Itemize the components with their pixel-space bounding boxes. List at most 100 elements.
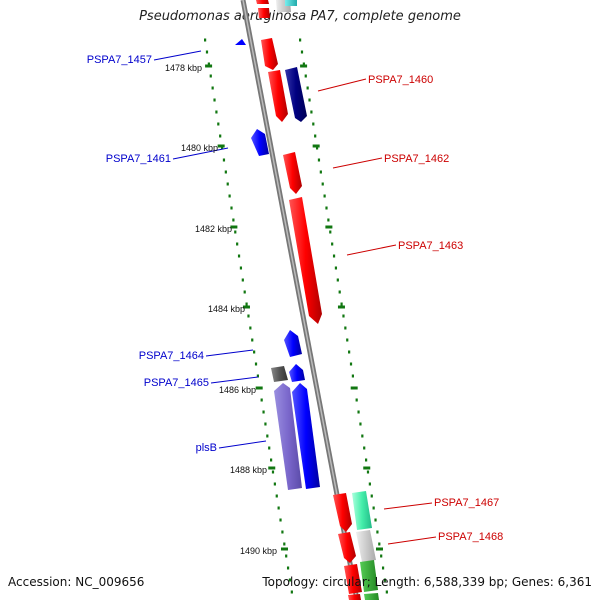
gene-label-PSPA7_1465[interactable]: PSPA7_1465 [144,377,209,389]
minor-tick [205,50,209,54]
minor-tick [348,350,351,354]
minor-tick [268,446,271,450]
gene-arrow[interactable] [285,0,297,6]
gene-arrow[interactable] [364,593,379,600]
minor-tick [260,398,263,402]
minor-tick [344,326,347,330]
major-tick [337,305,345,309]
gene-arrow-PSPA7_1460[interactable] [285,67,307,122]
label-leaders [153,50,437,545]
gene-arrow[interactable] [292,383,320,489]
minor-tick [372,506,375,510]
major-tick [255,386,263,390]
minor-tick [310,110,313,114]
kbp-label: 1484 kbp [208,304,245,314]
gene-arrow[interactable] [261,38,278,70]
minor-tick [334,266,338,270]
page-title: Pseudomonas aeruginosa PA7, complete gen… [139,9,461,24]
minor-tick [376,530,379,534]
minor-tick [359,422,362,426]
gene-arrow-PSPA7_1465[interactable] [271,366,288,382]
minor-tick [275,494,278,498]
minor-tick [366,470,370,474]
minor-tick [361,434,364,438]
minor-tick [215,110,218,114]
gene-arrow[interactable] [289,364,305,382]
minor-tick [281,530,284,534]
gene-label-PSPA7_1467[interactable]: PSPA7_1467 [434,497,499,509]
gene-arrow-PSPA7_1467[interactable] [333,493,352,532]
minor-tick [262,410,265,414]
major-tick [242,305,250,309]
minor-tick [283,542,286,546]
gene-label-PSPA7_1464[interactable]: PSPA7_1464 [139,350,204,362]
gene-label-plsB[interactable]: plsB [196,442,217,454]
minor-tick [247,314,250,318]
minor-tick [355,398,358,402]
gene-arrow-plsB[interactable] [274,383,302,490]
tick-marks [204,38,388,594]
kbp-label: 1478 kbp [165,63,202,73]
minor-tick [340,302,343,306]
gene-arrow[interactable] [360,560,378,592]
gene-label-PSPA7_1460[interactable]: PSPA7_1460 [368,74,433,86]
minor-tick [226,182,229,186]
gene-arrow[interactable] [352,491,372,530]
kbp-label: 1488 kbp [230,465,267,475]
gene-arrow-PSPA7_1457[interactable] [235,39,246,45]
minor-tick [271,470,275,474]
minor-tick [230,206,233,210]
gene-arrow-PSPA7_1461[interactable] [251,129,269,156]
minor-tick [321,182,324,186]
minor-tick [209,74,212,78]
kbp-label: 1486 kbp [219,385,256,395]
minor-tick [304,74,307,78]
gene-arrow[interactable] [356,530,376,562]
minor-tick [319,170,322,174]
minor-tick [312,122,315,126]
kbp-label: 1480 kbp [181,143,218,153]
gene-labels: PSPA7_1457 PSPA7_1460 PSPA7_1461 PSPA7_1… [87,54,504,543]
minor-tick [290,590,293,594]
gene-label-PSPA7_1463[interactable]: PSPA7_1463 [398,240,463,252]
gene-arrow-PSPA7_1464[interactable] [284,330,302,357]
major-tick [230,225,238,229]
minor-tick [357,410,360,414]
gene-arrow-PSPA7_1463[interactable] [289,197,322,324]
minor-tick [228,194,231,198]
minor-tick [241,278,244,282]
gene-arrow[interactable] [258,8,270,18]
minor-tick [211,86,214,90]
minor-tick [204,38,207,42]
minor-tick [270,458,273,462]
minor-tick [332,254,336,258]
minor-tick [273,482,276,486]
gene-label-PSPA7_1457[interactable]: PSPA7_1457 [87,54,152,66]
major-tick [300,64,308,68]
minor-tick [317,158,321,162]
minor-tick [383,578,387,582]
minor-tick [222,158,226,162]
minor-tick [254,362,258,366]
minor-tick [325,206,328,210]
gene-label-PSPA7_1468[interactable]: PSPA7_1468 [438,531,503,543]
gene-arrow-PSPA7_1468[interactable] [338,532,356,563]
minor-tick [266,434,269,438]
minor-tick [234,230,237,234]
minor-tick [220,146,224,150]
minor-tick [236,242,239,246]
minor-tick [363,446,366,450]
gene-arrow[interactable] [348,594,361,600]
gene-arrow[interactable] [268,70,288,122]
major-tick [205,64,213,68]
gene-arrow[interactable] [256,0,269,4]
gene-label-PSPA7_1461[interactable]: PSPA7_1461 [106,153,171,165]
gene-arrow-PSPA7_1462[interactable] [283,152,302,194]
gene-arrow[interactable] [344,564,362,594]
minor-tick [365,458,368,462]
minor-tick [302,62,305,66]
minor-tick [288,578,292,582]
gene-label-PSPA7_1462[interactable]: PSPA7_1462 [384,153,449,165]
minor-tick [207,62,210,66]
